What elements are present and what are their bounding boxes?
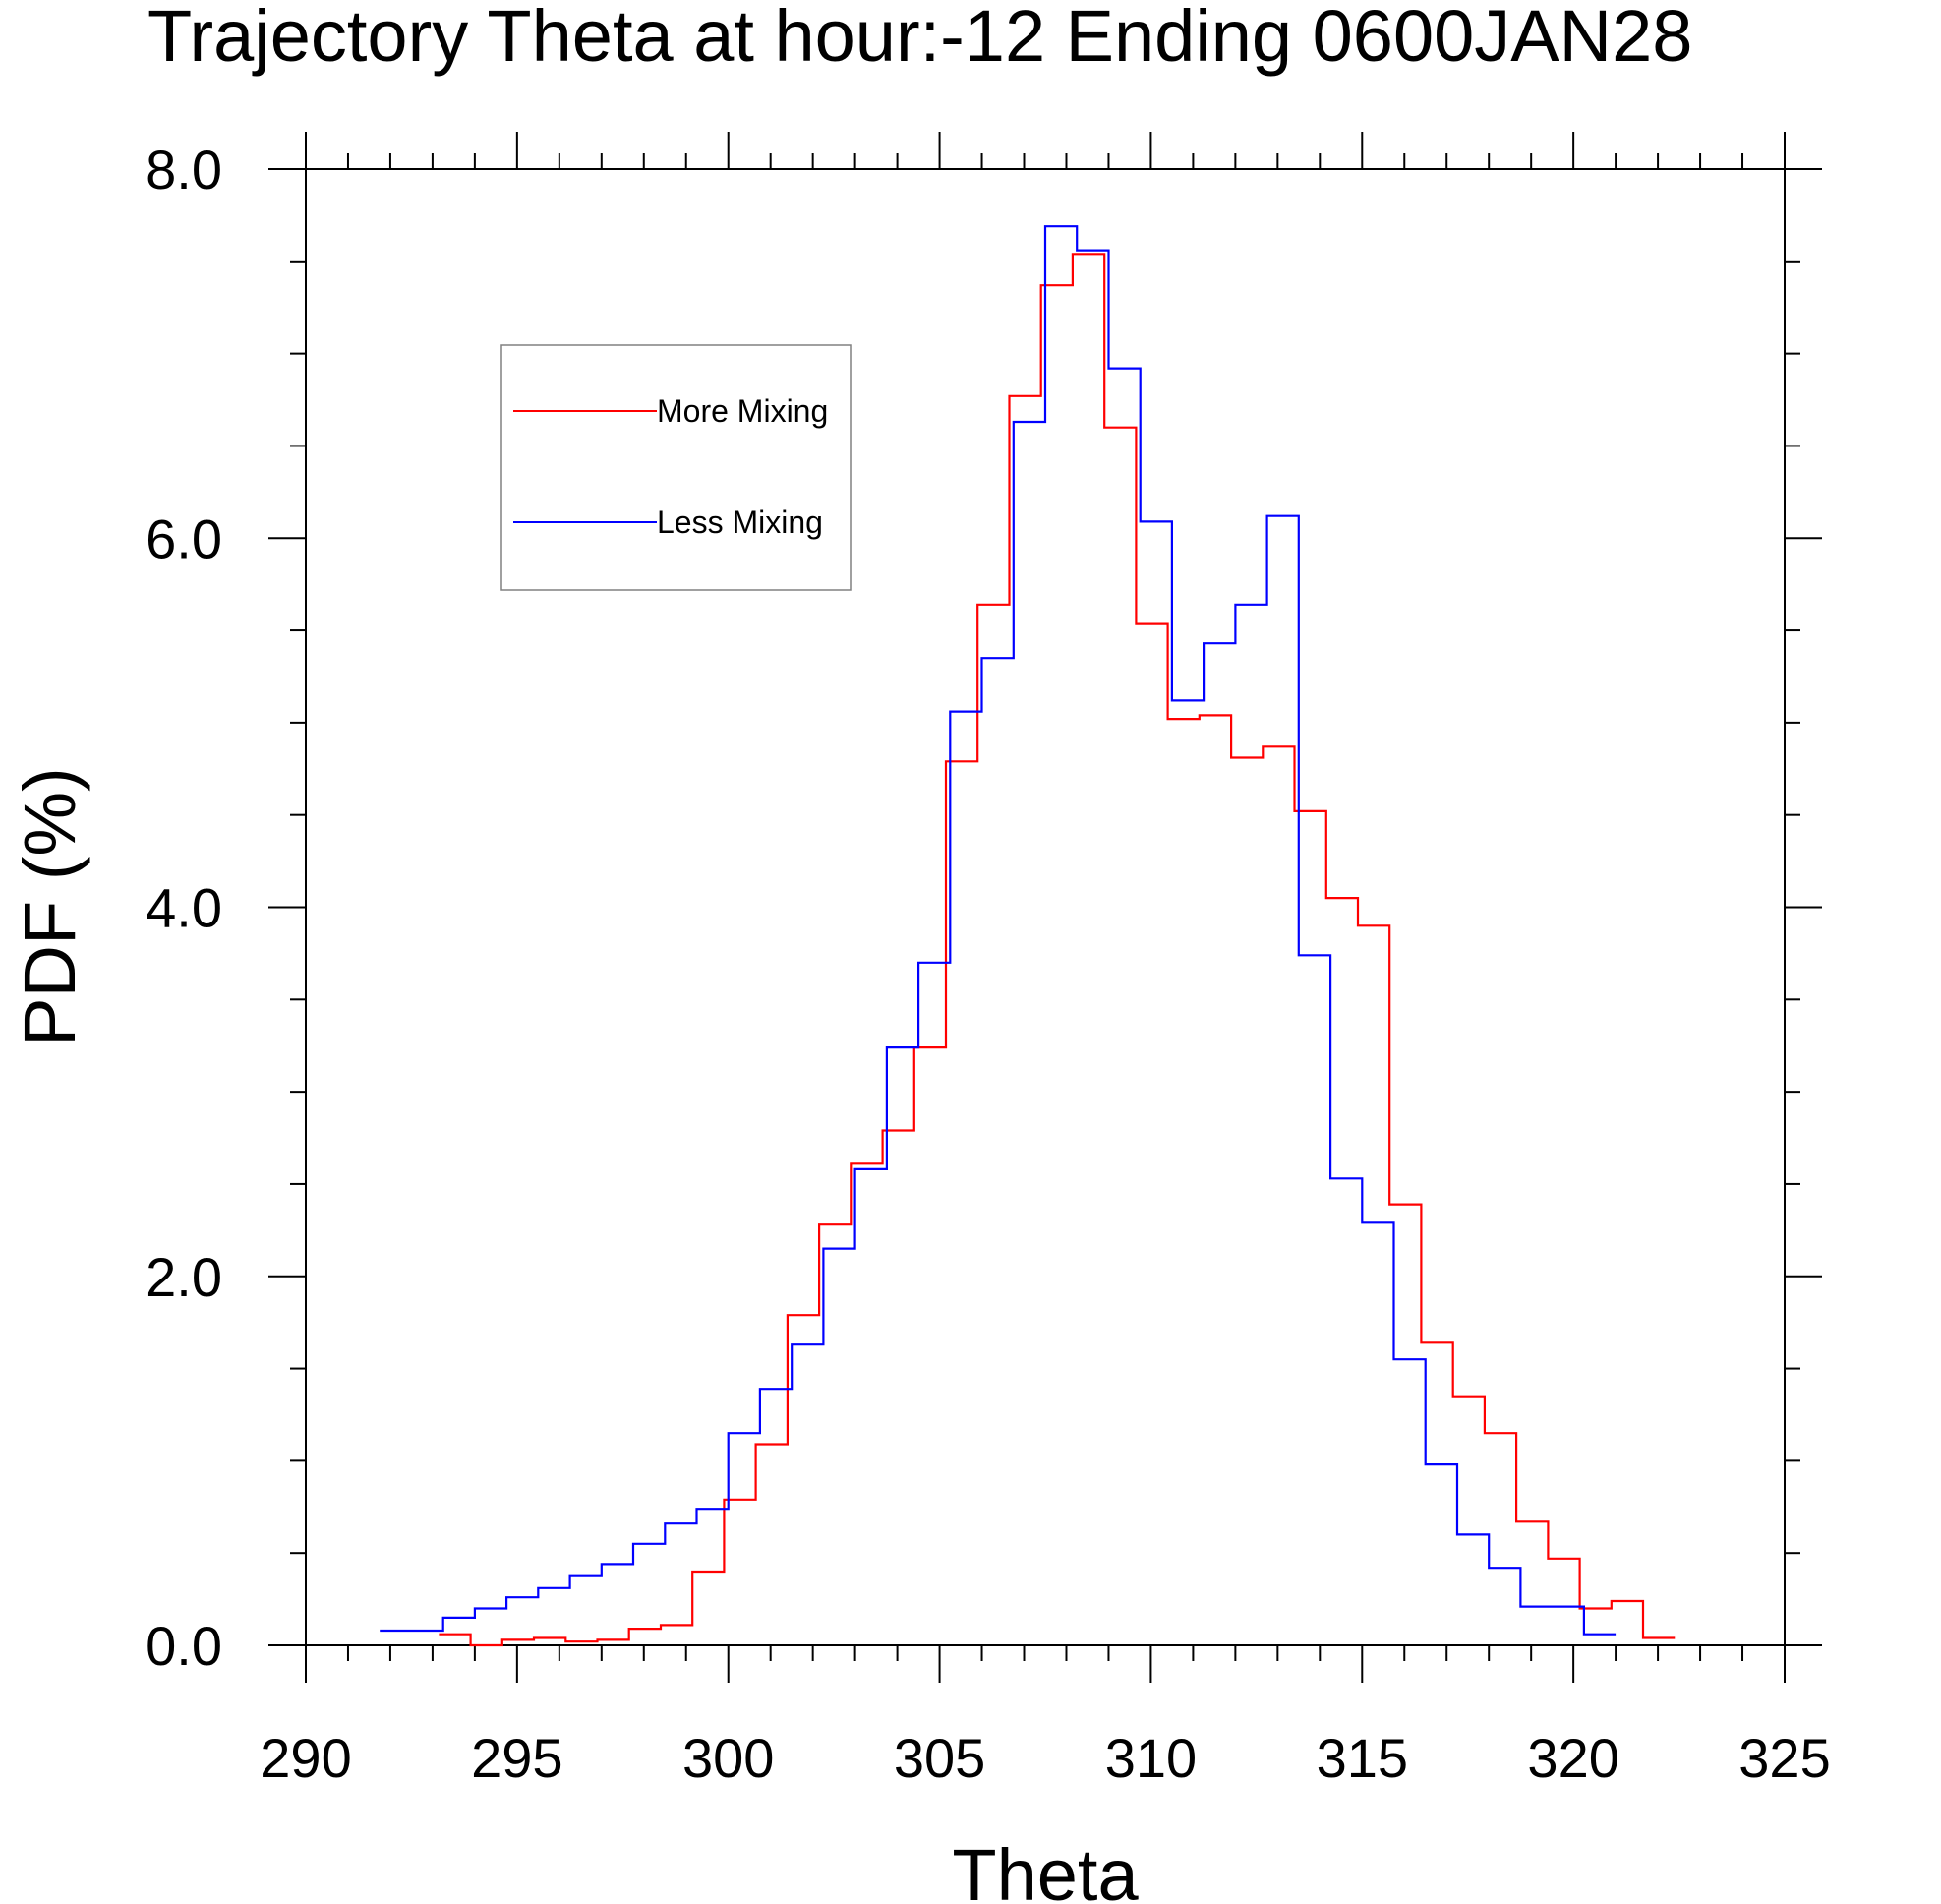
legend: More Mixing Less Mixing bbox=[500, 344, 852, 591]
x-tick-label: 325 bbox=[1738, 1727, 1830, 1789]
x-tick-label: 300 bbox=[682, 1727, 774, 1789]
x-tick-label: 310 bbox=[1105, 1727, 1197, 1789]
series-line-less-mixing bbox=[380, 225, 1617, 1636]
y-tick-labels: 0.0 2.0 4.0 6.0 8.0 bbox=[146, 139, 222, 1677]
y-tick-label: 0.0 bbox=[146, 1615, 222, 1677]
x-axis-label: Theta bbox=[952, 1834, 1139, 1904]
y-tick-label: 8.0 bbox=[146, 139, 222, 201]
x-tick-labels: 290 295 300 305 310 315 320 325 bbox=[260, 1727, 1830, 1789]
y-tick-label: 6.0 bbox=[146, 507, 222, 569]
x-tick-label: 315 bbox=[1317, 1727, 1408, 1789]
series-lines bbox=[380, 225, 1676, 1647]
x-tick-label: 290 bbox=[260, 1727, 351, 1789]
legend-label-more-mixing: More Mixing bbox=[657, 393, 828, 429]
y-tick-label: 2.0 bbox=[146, 1246, 222, 1308]
series-line-more-mixing bbox=[439, 253, 1676, 1647]
x-tick-label: 320 bbox=[1527, 1727, 1618, 1789]
legend-box bbox=[500, 344, 852, 591]
x-tick-label: 295 bbox=[471, 1727, 562, 1789]
x-tick-label: 305 bbox=[894, 1727, 985, 1789]
y-tick-label: 4.0 bbox=[146, 877, 222, 939]
axis-ticks bbox=[268, 132, 1822, 1683]
y-axis-label: PDF (%) bbox=[9, 767, 90, 1046]
chart-title: Trajectory Theta at hour:-12 Ending 0600… bbox=[147, 0, 1692, 77]
legend-label-less-mixing: Less Mixing bbox=[657, 505, 823, 540]
